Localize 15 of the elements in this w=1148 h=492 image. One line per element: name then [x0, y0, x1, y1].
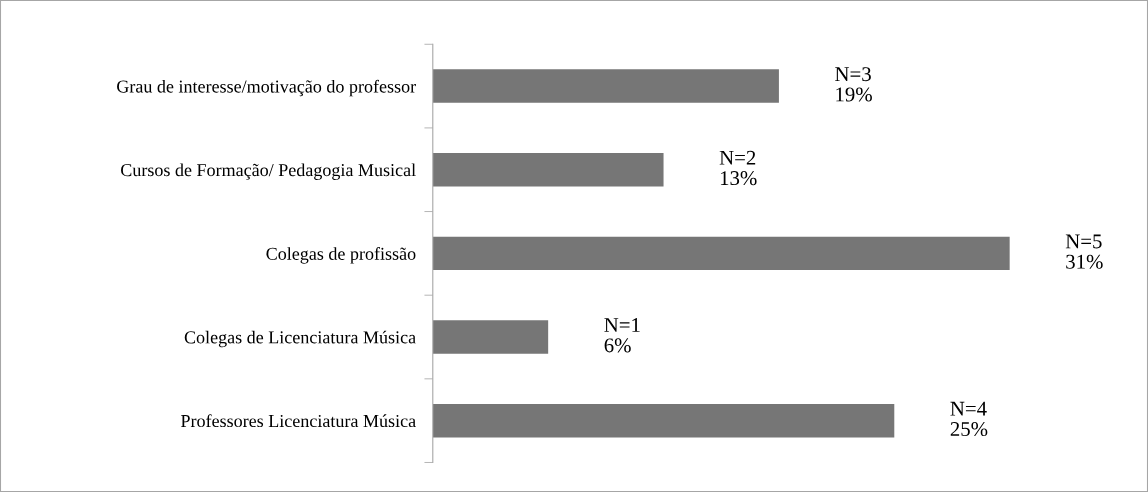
data-label: N=2 13%	[719, 150, 757, 186]
bar	[432, 403, 895, 438]
bar	[432, 69, 779, 103]
data-label: N=1 6%	[604, 318, 640, 353]
data-label: N=5 31%	[1065, 234, 1103, 269]
y-tick-label: Colegas de profissão	[266, 247, 416, 264]
y-tick-label: Professores Licenciatura Música	[181, 414, 416, 428]
y-tick-label: Colegas de Licenciatura Música	[184, 330, 416, 348]
y-tick-label: Grau de interesse/motivação do professor	[117, 79, 416, 97]
bar	[432, 153, 664, 187]
y-tick-label: Cursos de Formação/ Pedagogia Musical	[121, 163, 416, 180]
data-label: N=4 25%	[950, 401, 988, 437]
bar	[432, 320, 549, 354]
data-label: N=3 19%	[835, 67, 872, 102]
bar	[432, 236, 1010, 271]
